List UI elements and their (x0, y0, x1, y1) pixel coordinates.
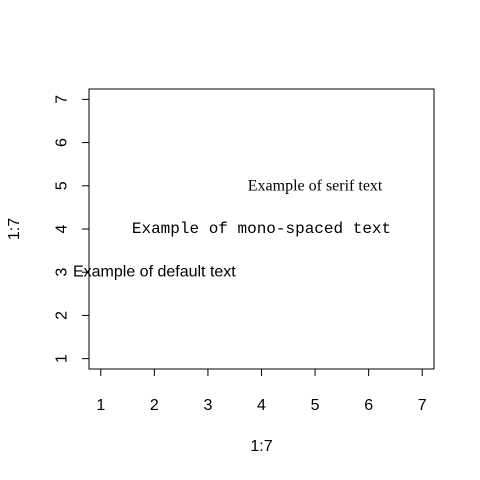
y-tick-label: 7 (54, 95, 71, 104)
y-tick-label: 2 (54, 311, 71, 320)
x-tick-label: 7 (418, 397, 427, 414)
x-tick-label: 2 (150, 397, 159, 414)
y-axis: 1 2 3 4 5 6 7 (54, 95, 90, 363)
y-tick-label: 6 (54, 138, 71, 147)
y-tick-label: 3 (54, 268, 71, 277)
y-tick-label: 4 (54, 224, 71, 233)
x-tick-label: 4 (257, 397, 266, 414)
x-axis-title: 1:7 (250, 438, 272, 455)
y-tick-label: 1 (54, 354, 71, 363)
serif-text-example: Example of serif text (248, 177, 383, 194)
mono-text-example: Example of mono-spaced text (132, 220, 391, 238)
x-tick-label: 6 (364, 397, 373, 414)
x-axis: 1 2 3 4 5 6 7 (96, 368, 427, 414)
text-annotations: Example of default text Example of mono-s… (73, 177, 391, 280)
x-tick-label: 1 (96, 397, 105, 414)
x-tick-label: 5 (311, 397, 320, 414)
y-axis-title: 1:7 (6, 218, 23, 240)
y-tick-label: 5 (54, 181, 71, 190)
default-text-example: Example of default text (73, 264, 236, 281)
x-tick-label: 3 (203, 397, 212, 414)
